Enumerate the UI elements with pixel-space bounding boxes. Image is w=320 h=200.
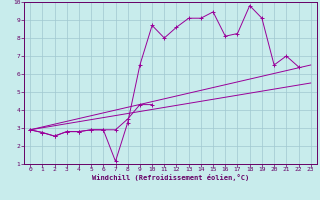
X-axis label: Windchill (Refroidissement éolien,°C): Windchill (Refroidissement éolien,°C) [92,174,249,181]
